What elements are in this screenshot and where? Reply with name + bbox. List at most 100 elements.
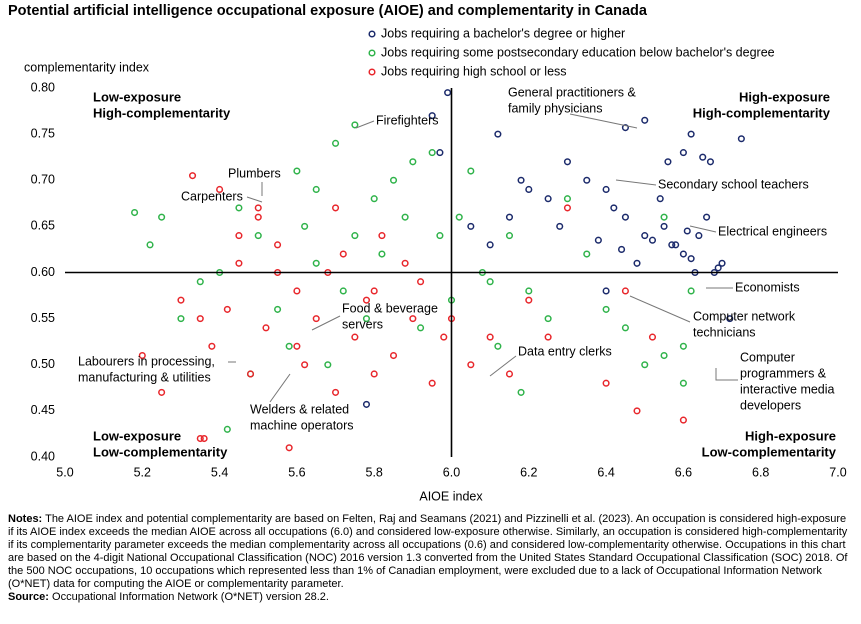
y-tick-label: 0.40 — [31, 449, 55, 463]
data-point — [223, 305, 231, 313]
data-point — [668, 241, 676, 249]
data-point — [293, 287, 301, 295]
source-label: Source: — [8, 591, 49, 603]
data-point — [648, 236, 657, 244]
data-point — [679, 416, 687, 424]
data-point — [718, 259, 726, 267]
data-point — [621, 324, 629, 332]
data-point — [610, 204, 618, 212]
annotation: General practitioners & — [508, 85, 637, 99]
data-point — [660, 222, 668, 230]
chart-title: Potential artificial intelligence occupa… — [8, 3, 648, 19]
annotation: Food & beverage — [342, 301, 438, 315]
data-point — [428, 149, 436, 157]
annotation: family physicians — [508, 101, 602, 115]
quadrant-label: Low-complementarity — [93, 444, 228, 459]
data-point — [602, 379, 610, 387]
data-point — [196, 315, 204, 323]
data-point — [362, 400, 371, 408]
data-point — [274, 241, 282, 249]
annotation: manufacturing & utilities — [78, 370, 211, 384]
data-point — [332, 204, 340, 212]
data-point — [339, 287, 347, 295]
quadrant-label: High-exposure — [739, 89, 830, 104]
annotation: Carpenters — [181, 189, 243, 203]
data-point — [196, 278, 204, 286]
data-point — [687, 255, 695, 263]
annotation: Data entry clerks — [518, 344, 612, 358]
data-point — [583, 176, 591, 184]
data-point — [158, 213, 166, 221]
data-point — [737, 135, 745, 143]
data-point — [200, 435, 208, 443]
data-point — [351, 333, 359, 341]
data-point — [602, 305, 610, 313]
data-point — [378, 250, 386, 258]
x-tick-label: 5.0 — [56, 465, 73, 479]
leader-line — [715, 368, 738, 381]
data-point — [417, 324, 425, 332]
data-point — [293, 342, 301, 350]
annotation: Economists — [735, 280, 800, 294]
data-point — [177, 315, 185, 323]
data-point — [563, 204, 572, 212]
data-point — [641, 361, 649, 369]
legend-marker — [368, 49, 376, 57]
notes-text: The AIOE index and potential complementa… — [8, 513, 848, 590]
data-point — [188, 172, 197, 180]
data-point — [436, 149, 444, 157]
data-point — [208, 342, 216, 350]
data-point — [223, 425, 231, 433]
data-point — [246, 370, 255, 378]
data-point — [486, 278, 494, 286]
data-point — [660, 351, 668, 360]
data-point — [409, 158, 417, 166]
chart: Potential artificial intelligence occupa… — [8, 3, 847, 503]
leader-line — [569, 113, 638, 129]
data-point — [254, 232, 262, 240]
data-point — [679, 379, 687, 387]
data-point — [235, 232, 243, 240]
data-point — [594, 236, 602, 244]
quadrant-label: Low-complementarity — [702, 444, 837, 459]
data-point — [505, 213, 514, 221]
annotation: Plumbers — [228, 166, 281, 180]
data-point — [706, 158, 715, 166]
leader-line — [489, 355, 517, 377]
annotation: Electrical engineers — [718, 224, 827, 238]
data-point — [389, 176, 398, 184]
data-point — [505, 232, 514, 240]
data-point — [486, 241, 494, 249]
notes-label: Notes: — [8, 513, 43, 525]
data-point — [254, 213, 262, 221]
y-axis-label: complementarity index — [24, 60, 150, 74]
quadrant-label: High-complementarity — [93, 105, 231, 120]
y-tick-label: 0.65 — [31, 219, 55, 233]
legend-marker — [368, 30, 376, 38]
x-tick-label: 7.0 — [829, 465, 846, 479]
x-tick-label: 5.8 — [366, 465, 383, 479]
data-point — [679, 250, 687, 258]
data-point — [428, 112, 436, 120]
data-point — [301, 222, 309, 230]
data-point — [687, 287, 695, 295]
x-tick-label: 5.6 — [288, 465, 305, 479]
data-point — [332, 388, 340, 396]
legend-label: Jobs requiring high school or less — [381, 64, 567, 78]
data-point — [235, 259, 243, 267]
quadrant-label: High-complementarity — [693, 105, 831, 120]
data-point — [641, 232, 649, 240]
data-point — [378, 232, 386, 240]
data-point — [417, 278, 425, 286]
data-point — [339, 250, 347, 258]
data-point — [389, 351, 398, 360]
data-point — [370, 195, 378, 203]
annotation: machine operators — [250, 418, 354, 432]
x-tick-label: 6.4 — [597, 465, 614, 479]
leader-line — [246, 196, 263, 203]
data-point — [440, 333, 448, 341]
data-point — [687, 130, 695, 138]
quadrant-label: Low-exposure — [93, 428, 181, 443]
data-point — [505, 370, 514, 378]
